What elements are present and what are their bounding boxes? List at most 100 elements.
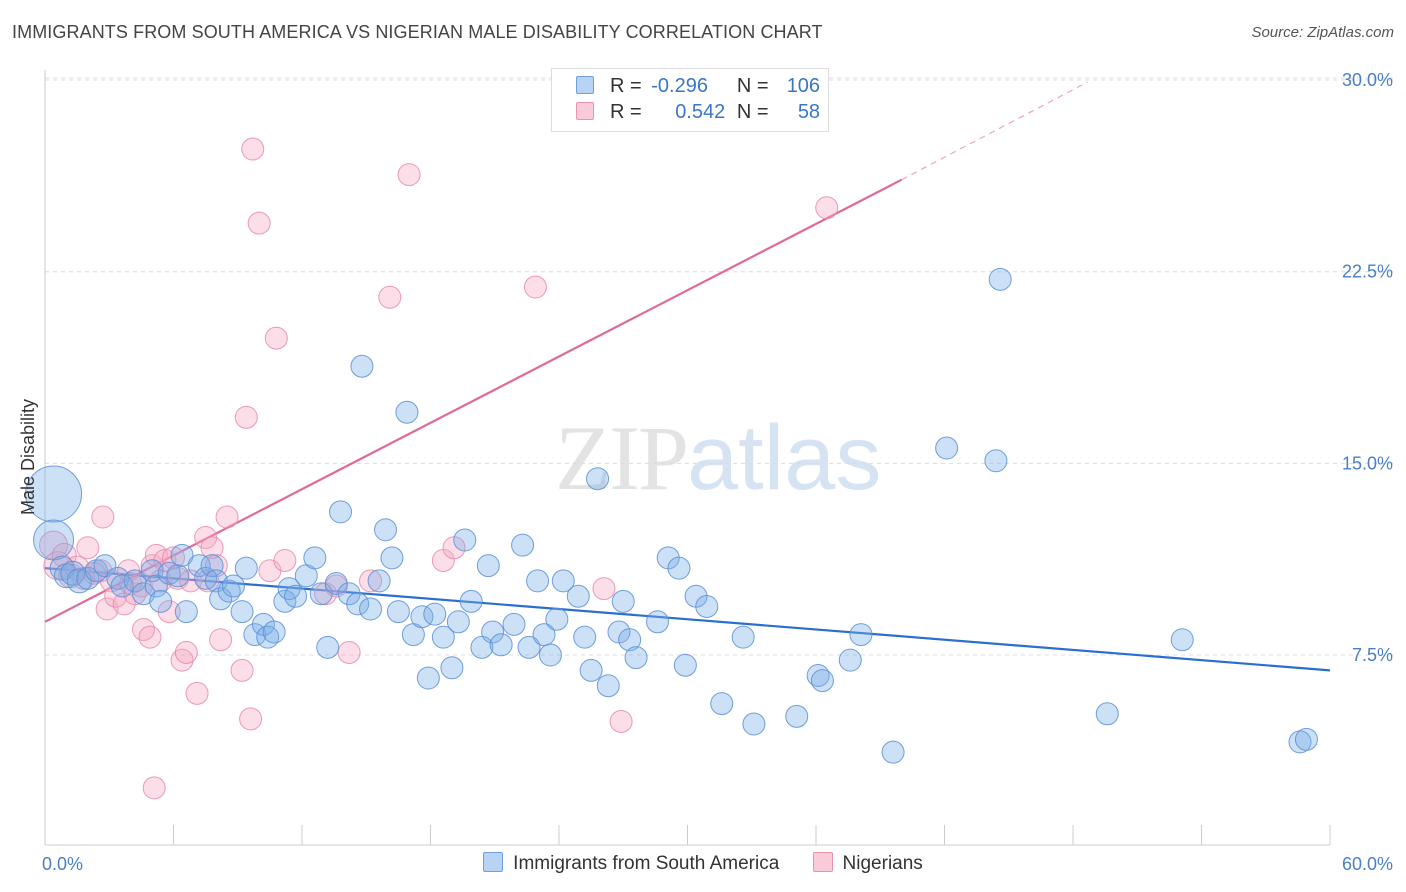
point-south-america	[230, 600, 254, 624]
point-nigerians	[397, 163, 421, 187]
point-south-america	[566, 584, 590, 608]
point-nigerians	[162, 546, 185, 570]
point-south-america	[586, 467, 610, 491]
point-south-america	[695, 594, 719, 618]
point-south-america	[596, 674, 620, 698]
point-south-america	[511, 533, 535, 557]
point-south-america	[187, 554, 211, 578]
point-south-america	[624, 646, 648, 670]
point-south-america	[350, 354, 374, 378]
series-swatch-blue	[483, 852, 504, 872]
point-nigerians	[241, 137, 265, 161]
point-south-america	[481, 620, 505, 644]
axes	[44, 70, 1331, 846]
point-nigerians	[523, 275, 547, 299]
y-axis-title: Male Disability	[18, 399, 38, 515]
point-nigerians	[132, 617, 156, 641]
point-nigerians	[142, 776, 166, 800]
point-south-america	[459, 589, 483, 613]
y-tick-label: 7.5%	[1352, 645, 1393, 665]
point-south-america	[785, 704, 809, 728]
data-points	[25, 137, 1318, 800]
legend-row-south-america: R = -0.296 N = 106	[576, 75, 820, 101]
point-south-america	[431, 625, 455, 649]
point-south-america	[551, 569, 575, 593]
point-south-america	[25, 465, 83, 523]
point-south-america	[646, 610, 670, 634]
point-nigerians	[200, 536, 224, 560]
point-south-america	[303, 546, 327, 570]
point-nigerians	[179, 569, 203, 593]
legend-row-nigerians: R = 0.542 N = 58	[576, 101, 820, 127]
point-south-america	[849, 623, 873, 647]
point-south-america	[517, 635, 541, 659]
point-south-america	[174, 600, 198, 624]
legend-r-value: -0.296	[651, 75, 708, 97]
point-south-america	[395, 400, 419, 424]
legend-r-label: R =	[610, 75, 642, 97]
point-south-america	[710, 692, 734, 716]
point-south-america	[337, 582, 361, 606]
point-south-america	[423, 602, 447, 626]
point-south-america	[60, 560, 86, 586]
point-south-america	[106, 566, 130, 590]
trend-line-dashed-1	[901, 81, 1089, 181]
point-nigerians	[273, 548, 297, 572]
point-nigerians	[185, 681, 209, 705]
point-nigerians	[76, 536, 100, 560]
legend-n-value: 106	[786, 75, 821, 97]
watermark-atlas: atlas	[687, 407, 882, 509]
point-nigerians	[378, 285, 402, 309]
point-south-america	[132, 582, 156, 606]
chart-title: IMMIGRANTS FROM SOUTH AMERICA VS NIGERIA…	[12, 22, 823, 42]
series-label: Nigerians	[842, 853, 923, 874]
legend-swatch-blue	[576, 76, 594, 94]
series-label: Immigrants from South America	[513, 853, 780, 874]
point-south-america	[157, 561, 181, 585]
y-tick-label: 30.0%	[1342, 70, 1393, 90]
point-south-america	[489, 633, 513, 657]
point-south-america	[144, 574, 168, 598]
point-south-america	[667, 556, 691, 580]
point-nigerians	[153, 548, 177, 572]
y-tick-label: 15.0%	[1342, 453, 1393, 473]
point-nigerians	[91, 505, 115, 529]
point-south-america	[200, 554, 224, 578]
point-south-america	[984, 449, 1008, 473]
point-south-america	[673, 653, 697, 677]
watermark-zip: ZIP	[555, 407, 689, 509]
point-nigerians	[815, 196, 839, 220]
series-legend-south-america: Immigrants from South America	[483, 852, 779, 875]
correlation-legend: R = -0.296 N = 106 R = 0.542 N = 58	[551, 68, 829, 132]
point-south-america	[440, 656, 464, 680]
point-south-america	[380, 546, 404, 570]
y-tick-label: 22.5%	[1342, 262, 1393, 282]
point-nigerians	[609, 709, 633, 733]
point-nigerians	[138, 625, 162, 649]
point-south-america	[526, 569, 550, 593]
point-south-america	[573, 625, 597, 649]
point-south-america	[476, 554, 500, 578]
legend-n-label: N =	[736, 75, 769, 97]
point-south-america	[33, 519, 75, 561]
point-south-america	[618, 628, 642, 652]
point-south-america	[386, 600, 410, 624]
point-south-america	[538, 643, 562, 667]
point-south-america	[262, 620, 286, 644]
point-nigerians	[157, 600, 181, 624]
point-south-america	[446, 610, 470, 634]
point-south-america	[316, 635, 340, 659]
x-tick-label-max: 60.0%	[1342, 854, 1393, 874]
trend-line-1	[44, 178, 903, 623]
tick-labels: 7.5% 15.0% 22.5% 30.0% 0.0% 60.0% Male Disabil…	[18, 70, 1393, 874]
point-south-america	[935, 436, 959, 460]
point-south-america	[838, 648, 862, 672]
point-south-america	[166, 564, 190, 588]
point-nigerians	[174, 640, 198, 664]
point-south-america	[140, 559, 164, 583]
point-south-america	[367, 569, 391, 593]
point-south-america	[273, 589, 297, 613]
point-south-america	[1294, 727, 1318, 751]
point-south-america	[545, 607, 569, 631]
point-nigerians	[215, 505, 239, 529]
